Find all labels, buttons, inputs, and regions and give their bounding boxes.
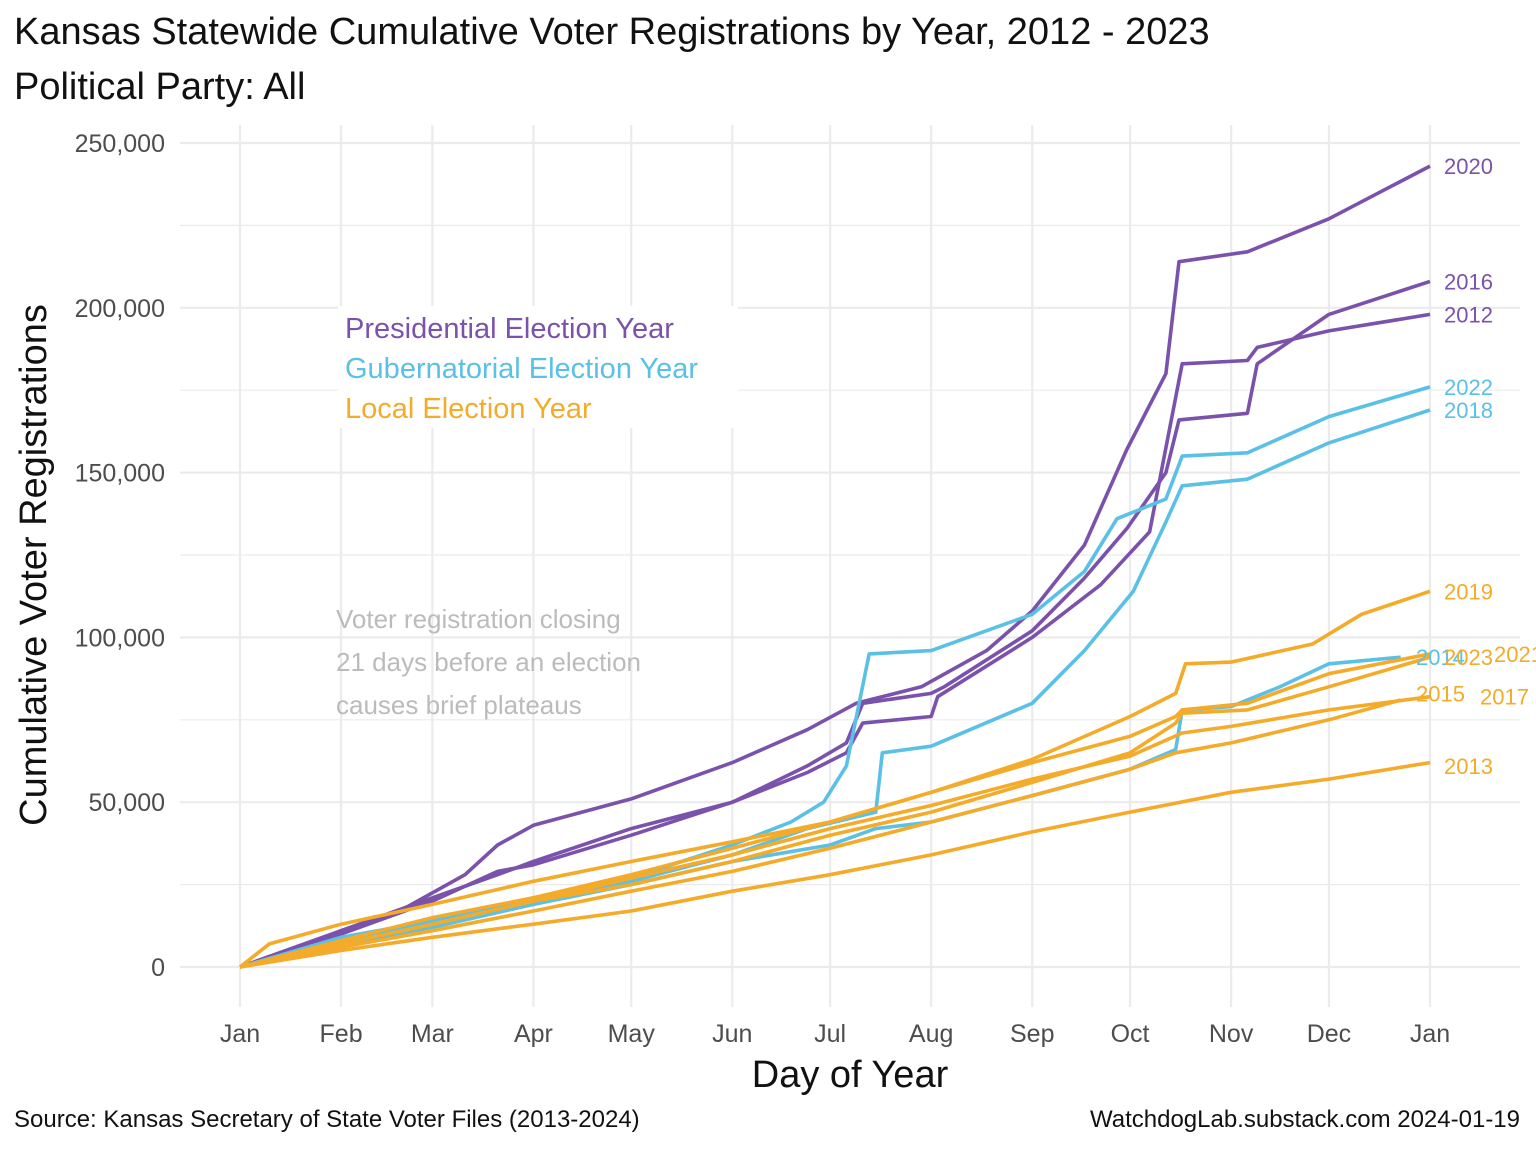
x-tick-label: Mar xyxy=(411,1020,454,1048)
y-tick-label: 100,000 xyxy=(75,624,165,652)
series-label-2012: 2012 xyxy=(1444,302,1493,327)
x-tick-label: Nov xyxy=(1209,1020,1254,1048)
legend-box xyxy=(338,306,738,428)
chart-title: Kansas Statewide Cumulative Voter Regist… xyxy=(14,11,1210,53)
x-tick-label: Jan xyxy=(220,1020,260,1048)
series-label-2016: 2016 xyxy=(1444,269,1493,294)
x-tick-label: Jul xyxy=(814,1020,846,1048)
annotation-line: causes brief plateaus xyxy=(336,690,582,720)
credit-caption: WatchdogLab.substack.com 2024-01-19 xyxy=(1089,1106,1520,1133)
x-tick-label: Jun xyxy=(712,1020,752,1048)
series-label-2014: 2014 xyxy=(1416,645,1465,670)
legend: Presidential Election Year Gubernatorial … xyxy=(338,306,738,428)
y-tick-label: 0 xyxy=(151,954,165,982)
legend-item-presidential: Presidential Election Year xyxy=(345,313,674,345)
series-line-2018 xyxy=(239,408,1431,969)
x-tick-label: Dec xyxy=(1307,1020,1351,1048)
x-tick-label: Oct xyxy=(1111,1020,1150,1048)
y-axis-title: Cumulative Voter Registrations xyxy=(13,304,55,826)
chart-subtitle: Political Party: All xyxy=(14,66,306,108)
annotation: Voter registration closing 21 days before… xyxy=(336,604,641,720)
x-axis-title: Day of Year xyxy=(752,1054,949,1096)
series-label-2018: 2018 xyxy=(1444,398,1493,423)
series-label-2015: 2015 xyxy=(1416,681,1465,706)
series-label-2020: 2020 xyxy=(1444,154,1493,179)
series-label-2019: 2019 xyxy=(1444,579,1493,604)
y-tick-label: 250,000 xyxy=(75,130,165,158)
x-tick-label: Apr xyxy=(514,1020,553,1048)
x-tick-label: Sep xyxy=(1010,1020,1054,1048)
series-line-2020 xyxy=(239,164,1431,969)
series-line-2013 xyxy=(239,760,1431,969)
y-tick-label: 50,000 xyxy=(89,789,165,817)
axis-titles: Day of Year Cumulative Voter Registration… xyxy=(13,304,949,1096)
series-label-2023: 2023 xyxy=(1444,645,1493,670)
series-line-2017 xyxy=(239,694,1431,969)
series-label-2022: 2022 xyxy=(1444,375,1493,400)
series-label-2017: 2017 xyxy=(1480,685,1529,710)
legend-item-local: Local Election Year xyxy=(345,393,592,425)
x-tick-label: Jan xyxy=(1410,1020,1450,1048)
series-line-2012 xyxy=(239,312,1431,969)
y-tick-label: 200,000 xyxy=(75,295,165,323)
legend-item-gubernatorial: Gubernatorial Election Year xyxy=(345,353,698,385)
annotation-line: 21 days before an election xyxy=(336,647,641,677)
x-tick-label: May xyxy=(608,1020,656,1048)
series-line-2015 xyxy=(239,698,1402,969)
y-tick-label: 150,000 xyxy=(75,460,165,488)
source-caption: Source: Kansas Secretary of State Voter … xyxy=(14,1106,640,1133)
annotation-line: Voter registration closing xyxy=(336,604,621,634)
series-lines xyxy=(238,164,1431,969)
grid-lines xyxy=(180,125,1520,1007)
axis-ticks: 0 50,000 100,000 150,000 200,000 250,000 Jan Fe… xyxy=(75,130,1451,1048)
series-line-2019 xyxy=(238,589,1431,969)
series-label-2021: 2021 xyxy=(1494,642,1536,667)
x-tick-label: Aug xyxy=(909,1020,953,1048)
line-chart: 0 50,000 100,000 150,000 200,000 250,000 Jan Fe… xyxy=(13,125,1536,1096)
series-label-2013: 2013 xyxy=(1444,754,1493,779)
x-tick-label: Feb xyxy=(320,1020,363,1048)
